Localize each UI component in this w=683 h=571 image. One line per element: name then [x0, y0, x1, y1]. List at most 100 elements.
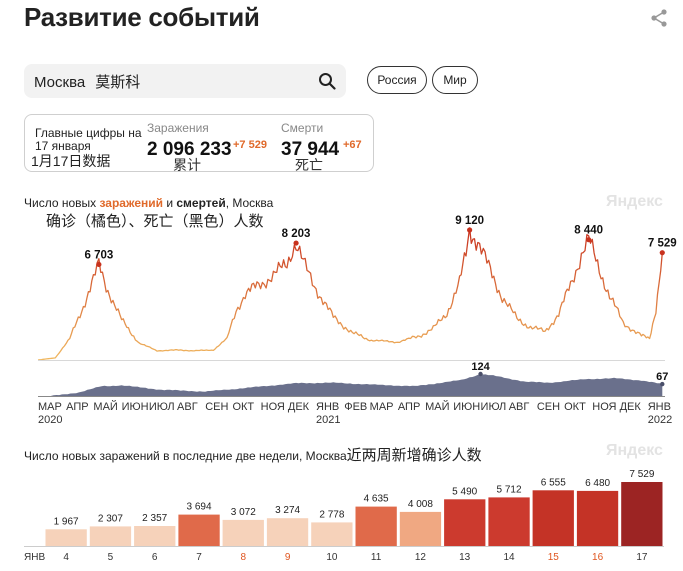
bar-category-label: 5 — [108, 552, 114, 563]
bar — [134, 526, 176, 546]
bar — [444, 499, 486, 546]
bar-chart-watermark: Яндекс — [606, 442, 663, 459]
bar-value-label: 4 635 — [364, 494, 389, 505]
bar-value-label: 1 967 — [54, 516, 79, 527]
bar-value-label: 6 480 — [585, 478, 610, 489]
month-tick-label: ЯНВ — [648, 401, 671, 413]
bar-value-label: 3 072 — [231, 507, 256, 518]
summary-label: Главные цифры на 17 января — [35, 126, 142, 153]
bar-category-label: 4 — [63, 552, 69, 563]
region-button-russia[interactable]: Россия — [367, 66, 427, 94]
bar-category-label: 17 — [636, 552, 648, 563]
deaths-peak-point — [478, 371, 483, 377]
search-annotation: 莫斯科 — [95, 74, 141, 91]
deaths-peak-label: 124 — [471, 361, 490, 373]
bar — [399, 511, 442, 546]
month-tick-label: АПР — [66, 401, 88, 413]
bar — [178, 514, 220, 546]
search-icon[interactable] — [318, 72, 336, 90]
month-tick-label: ИЮН — [453, 401, 480, 413]
bar-category-label: 11 — [371, 552, 382, 563]
bar-chart-title: Число новых заражений в последние две не… — [24, 447, 482, 464]
month-tick-label: МАЙ — [93, 400, 117, 413]
month-tick-label: МАР — [370, 401, 394, 413]
bar — [45, 529, 87, 546]
infections-delta: +7 529 — [233, 139, 267, 151]
bar — [488, 497, 530, 546]
bar-category-label: 12 — [415, 552, 427, 563]
main-chart-watermark: Яндекс — [606, 193, 663, 210]
bar-value-label: 4 008 — [408, 499, 433, 510]
month-tick-label: НОЯ — [592, 401, 616, 413]
infections-peak-label: 8 440 — [574, 225, 603, 237]
month-tick-label: ДЕК — [288, 401, 310, 413]
main-chart-annotation: 确诊（橘色）、死亡（黑色）人数 — [46, 213, 264, 230]
bar-category-label: 9 — [285, 552, 291, 563]
bar-value-label: 7 529 — [629, 469, 654, 480]
deaths-annotation: 死亡 — [295, 157, 323, 173]
bar-category-label: 7 — [196, 552, 202, 563]
month-tick-label: АВГ — [177, 401, 198, 413]
month-tick-label: ИЮЛ — [481, 401, 507, 413]
bar-category-label: 16 — [592, 552, 604, 563]
month-tick-label: МАР — [38, 401, 62, 413]
bar — [89, 526, 132, 546]
month-tick-label: ЯНВ — [316, 401, 339, 413]
bar — [311, 522, 353, 546]
year-tick-label: 2020 — [38, 414, 62, 426]
page-title: Развитие событий — [24, 2, 260, 32]
share-icon[interactable] — [648, 8, 670, 28]
month-tick-label: СЕН — [205, 401, 228, 413]
month-tick-label: НОЯ — [261, 401, 285, 413]
deaths-label: Смерти — [281, 121, 324, 135]
infections-peak-point — [96, 261, 102, 268]
month-tick-label: МАЙ — [425, 400, 449, 413]
bar — [266, 518, 309, 546]
bar — [532, 490, 574, 546]
infections-peak-label: 8 203 — [282, 228, 311, 240]
month-tick-label: ИЮЛ — [149, 401, 175, 413]
infections-peak-label: 7 529 — [648, 238, 677, 250]
main-chart-title: Число новых заражений и смертей, Москва — [24, 196, 274, 210]
bar-month-label: ЯНВ — [24, 552, 45, 563]
infections-peak-point — [659, 250, 665, 256]
bar-value-label: 2 307 — [98, 513, 123, 524]
bar-category-label: 14 — [503, 552, 515, 563]
infections-peak-label: 6 703 — [84, 249, 113, 261]
month-tick-label: АВГ — [509, 401, 530, 413]
summary-annotation: 1月17日数据 — [31, 153, 111, 169]
infections-peak-label: 9 120 — [455, 215, 484, 227]
bar-chart-annotation: 近两周新增确诊人数 — [346, 447, 482, 464]
bar-category-label: 6 — [152, 552, 158, 563]
month-tick-label: СЕН — [537, 401, 560, 413]
bar-chart: 1 967 4 2 307 5 2 357 6 3 694 7 3 072 8 3 274 9 2 77… — [24, 469, 664, 563]
summary-card: Главные цифры на 17 января 1月17日数据 Зараж… — [24, 114, 374, 173]
region-button-world[interactable]: Мир — [432, 66, 478, 94]
year-tick-label: 2022 — [648, 414, 672, 426]
infections-annotation: 累计 — [173, 157, 201, 173]
month-tick-label: ОКТ — [232, 401, 254, 413]
bar — [621, 482, 663, 546]
bar-category-label: 10 — [326, 552, 338, 563]
deaths-peak-point — [660, 381, 665, 387]
main-chart: 6 703 8 203 9 120 8 440 7 529 124 67 МАР АПР МА… — [37, 215, 677, 426]
infections-peak-point — [467, 227, 473, 233]
search-bar[interactable]: Москва 莫斯科 — [24, 64, 346, 98]
month-tick-label: ДЕК — [620, 401, 642, 413]
bar-category-label: 13 — [459, 552, 471, 563]
deaths-value: 37 944 — [281, 139, 340, 160]
bar — [355, 506, 397, 546]
bar-value-label: 3 274 — [275, 505, 300, 516]
deaths-peak-label: 67 — [656, 371, 668, 383]
infections-series-line — [37, 227, 663, 361]
search-query[interactable]: Москва 莫斯科 — [34, 74, 141, 91]
bar — [576, 490, 619, 546]
bar-category-label: 15 — [548, 552, 560, 563]
bar-value-label: 2 357 — [142, 513, 167, 524]
bar-value-label: 2 778 — [319, 509, 344, 520]
bar-value-label: 6 555 — [541, 477, 566, 488]
month-tick-label: АПР — [398, 401, 420, 413]
month-tick-label: ФЕВ — [344, 401, 367, 413]
infections-peak-point — [586, 237, 592, 243]
bar — [222, 519, 264, 546]
